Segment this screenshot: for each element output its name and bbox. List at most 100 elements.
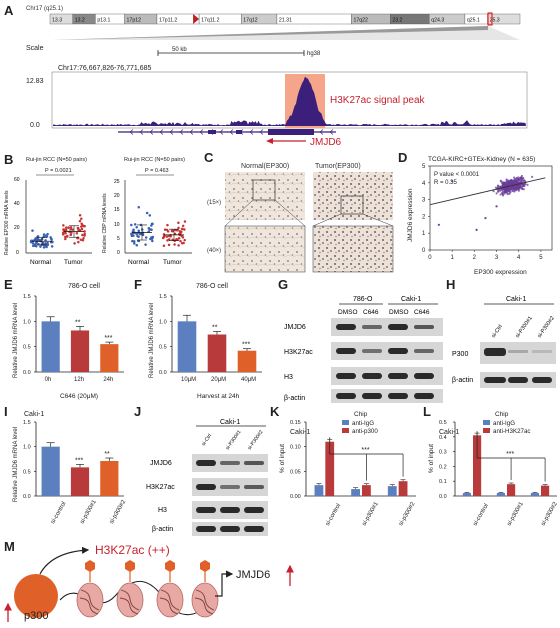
b-left-tumor-point <box>80 225 83 228</box>
b-right-tumor-point <box>177 226 180 230</box>
p300-label: p300 <box>24 610 48 622</box>
d-point <box>515 180 518 184</box>
d-point <box>506 182 509 186</box>
b-left-normal-point <box>50 245 54 248</box>
chart-l-xtick-0: si-control <box>473 503 490 527</box>
chart-k-sig: *** <box>361 447 369 454</box>
b-right-tumor-point <box>168 234 171 238</box>
b-left-tumor-point <box>64 226 68 229</box>
d-point <box>503 191 506 194</box>
d-ytick: 4 <box>422 181 426 187</box>
b-right-normal-point <box>137 235 140 238</box>
b-left-normal-point <box>42 246 46 249</box>
chart-k-ylabel: % of input <box>279 444 286 473</box>
d-point <box>513 187 516 190</box>
b-left-title: Rui-jin RCC (N=50 pairs) <box>26 157 87 163</box>
b-left-normal-point <box>31 229 34 232</box>
d-ytick: 3 <box>422 198 426 204</box>
b-right-tumor-point <box>180 227 184 231</box>
chart-f-bar-0 <box>177 321 197 372</box>
b-right-tumor-point <box>162 244 166 248</box>
b-right-tumor-point <box>183 220 187 223</box>
d-ytick: 1 <box>422 231 426 237</box>
chart-l-ytick: 0.0 <box>439 494 447 500</box>
gene-strand-arrow <box>249 129 254 135</box>
b-left-tumor-point <box>71 228 74 231</box>
panel-label-m: M <box>4 539 15 554</box>
b-left-tumor-point <box>77 227 80 230</box>
h-lane-1: si-Ctrl <box>491 324 504 339</box>
band-label-11: q25.1 <box>467 18 480 24</box>
chromosome-ideogram: 13.3 13.2 p13.1 17p12 17p11.2 17q11.2 17q12 21.… <box>49 12 521 26</box>
chart-l-legend-label-0: anti-IgG <box>493 420 515 427</box>
chart-k-xtick-1: si-p300#1 <box>362 501 381 527</box>
d-point <box>511 183 514 186</box>
b-left-tumor-point <box>80 227 84 231</box>
d-point <box>484 216 487 220</box>
chart-e-xtick-2: 24h <box>103 377 113 383</box>
chart-f-xlabel: Harvest at 24h <box>197 393 240 400</box>
coords-label: Chr17:76,667,826-76,771,685 <box>58 65 152 72</box>
chart-l-legend-swatch-1 <box>483 428 490 433</box>
b-right-normal-point <box>148 214 152 217</box>
b-right-normal-point <box>144 236 148 239</box>
chart-e-ytick: 1.0 <box>23 319 31 325</box>
b-left-normal-point <box>38 238 42 242</box>
chart-i-bar-0 <box>41 446 60 496</box>
peak-label: H3K27ac signal peak <box>330 95 426 106</box>
d-point <box>517 189 520 192</box>
chart-e-bar-0 <box>41 321 60 372</box>
chart-f-ytick: 1.5 <box>159 294 167 300</box>
chart-k-bar-0-1 <box>325 441 335 496</box>
chart-f-sig-1: ** <box>212 324 218 331</box>
d-point <box>437 223 440 226</box>
gene-label: JMJD6 <box>310 137 342 148</box>
panel-label-f: F <box>134 277 142 292</box>
g-row-jmjd6: JMJD6 <box>284 324 306 331</box>
b-right-ytick-5: 5 <box>117 236 120 242</box>
b-right-normal-point <box>137 206 141 209</box>
j-row-jmjd6: JMJD6 <box>150 460 172 467</box>
chart-f-bar-1 <box>207 334 227 372</box>
b-left-normal-point <box>45 245 48 249</box>
d-ylabel: JMJD6 expression <box>407 188 414 242</box>
b-right-tumor-point <box>170 229 174 233</box>
b-left-normal-point <box>31 242 35 245</box>
g-lane-3: DMSO <box>389 309 409 316</box>
d-point <box>504 189 507 192</box>
d-point <box>499 179 502 182</box>
b-left-normal-point <box>32 244 35 248</box>
b-right-normal-point <box>135 243 139 247</box>
chart-k-xtick-0: si-control <box>325 503 342 527</box>
b-right-tumor-point <box>176 238 179 241</box>
panel-e: 786-O cell Relative JMJD6 mRNA level 0.0 0.… <box>13 283 124 400</box>
b-left-ytick-0: 0 <box>16 250 19 256</box>
gene-strand-arrow <box>329 129 334 135</box>
d-title: TCGA-KIRC+GTEx-Kidney (N = 635) <box>428 156 535 163</box>
tss-arrow <box>215 570 234 597</box>
chart-k-legend-label-0: anti-IgG <box>352 420 374 427</box>
chart-k-xtick-2: si-p300#2 <box>398 501 417 527</box>
g-cell-786o: 786-O <box>353 296 373 303</box>
b-left-tumor-point <box>83 230 86 233</box>
d-xtick: 5 <box>539 255 543 261</box>
b-left-tumor-point <box>69 233 72 237</box>
chart-i-sig-2: ** <box>104 451 110 458</box>
d-point <box>513 190 516 193</box>
chart-k-bar-2-0 <box>387 486 397 496</box>
b-right-tumor-point <box>173 243 176 246</box>
d-point <box>501 193 505 196</box>
d-xtick: 0 <box>428 255 432 261</box>
c-tumor-roi <box>340 195 364 215</box>
c-normal-label: Normal(EP300) <box>241 163 289 170</box>
b-left-tumor-point <box>82 237 85 240</box>
chart-l-bar-1-0 <box>496 493 505 496</box>
panel-label-k: K <box>270 404 280 419</box>
d-point <box>516 188 519 191</box>
gene-strand-arrow <box>219 129 224 135</box>
scale-bar-label: 50 kb <box>172 47 187 53</box>
band-label-7: 21.31 <box>279 18 292 24</box>
chart-k-bar-0-0 <box>314 485 324 496</box>
acetyl-mark-3 <box>200 560 210 572</box>
